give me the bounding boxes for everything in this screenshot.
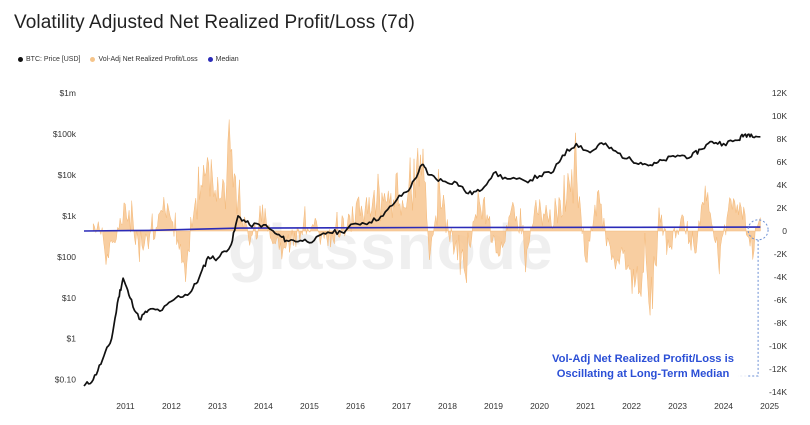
x-tick-label: 2025 [760, 401, 779, 411]
legend-item-vol-adj[interactable]: Vol-Adj Net Realized Profit/Loss [90, 56, 198, 63]
x-tick-label: 2022 [622, 401, 641, 411]
legend-dot-vol-adj [90, 57, 96, 62]
y-left-tick-label: $100 [57, 252, 76, 262]
legend-label-price: BTC: Price [USD] [26, 56, 81, 63]
median-line [83, 226, 761, 232]
legend-label-median: Median [215, 56, 239, 63]
legend: BTC: Price [USD] Vol-Adj Net Realized Pr… [18, 56, 239, 63]
y-right-tick-label: 0 [782, 226, 787, 236]
x-tick-label: 2024 [714, 401, 733, 411]
x-tick-label: 2023 [668, 401, 687, 411]
y-left-tick-label: $1k [62, 211, 76, 221]
y-right-tick-label: 10K [772, 111, 787, 121]
x-tick-label: 2012 [162, 401, 181, 411]
chart-title: Volatility Adjusted Net Realized Profit/… [14, 12, 415, 33]
y-left-tick-label: $1 [67, 334, 77, 344]
x-tick-label: 2018 [438, 401, 457, 411]
x-tick-label: 2021 [576, 401, 595, 411]
x-tick-label: 2011 [116, 401, 135, 411]
legend-dot-median [207, 57, 213, 62]
y-right-tick-label: 4K [777, 180, 788, 190]
y-right-tick-label: 2K [777, 203, 788, 213]
legend-item-price[interactable]: BTC: Price [USD] [18, 56, 80, 63]
y-left-tick-label: $100k [53, 129, 77, 139]
x-tick-label: 2017 [392, 401, 411, 411]
y-right-tick-label: -14K [769, 387, 787, 397]
y-right-tick-label: 12K [772, 88, 787, 98]
y-left-tick-label: $0.10 [55, 375, 77, 385]
y-left-tick-label: $1m [59, 88, 76, 98]
btc-price-line [83, 133, 761, 387]
x-tick-label: 2015 [300, 401, 319, 411]
x-tick-label: 2014 [254, 401, 273, 411]
legend-dot-price [18, 57, 23, 62]
x-tick-label: 2020 [530, 401, 549, 411]
x-tick-label: 2016 [346, 401, 365, 411]
y-right-tick-label: -4K [774, 272, 788, 282]
annotation-box: Vol-Adj Net Realized Profit/Loss is Osci… [538, 352, 748, 382]
legend-label-vol-adj: Vol-Adj Net Realized Profit/Loss [98, 56, 198, 63]
highlight-circle [747, 219, 769, 241]
y-right-tick-label: 6K [777, 157, 788, 167]
y-right-tick-label: -10K [769, 341, 787, 351]
x-tick-label: 2013 [208, 401, 227, 411]
y-right-tick-label: -12K [769, 364, 787, 374]
y-left-tick-label: $10 [62, 293, 76, 303]
y-right-tick-label: 8K [777, 134, 788, 144]
y-right-tick-label: -2K [774, 249, 788, 259]
x-tick-label: 2019 [484, 401, 503, 411]
y-right-tick-label: -8K [774, 318, 788, 328]
y-right-tick-label: -6K [774, 295, 788, 305]
legend-item-median[interactable]: Median [207, 56, 239, 63]
y-left-tick-label: $10k [58, 170, 77, 180]
annotation-line-2: Oscillating at Long-Term Median [556, 368, 730, 380]
annotation-line-1: Vol-Adj Net Realized Profit/Loss is [552, 353, 734, 365]
